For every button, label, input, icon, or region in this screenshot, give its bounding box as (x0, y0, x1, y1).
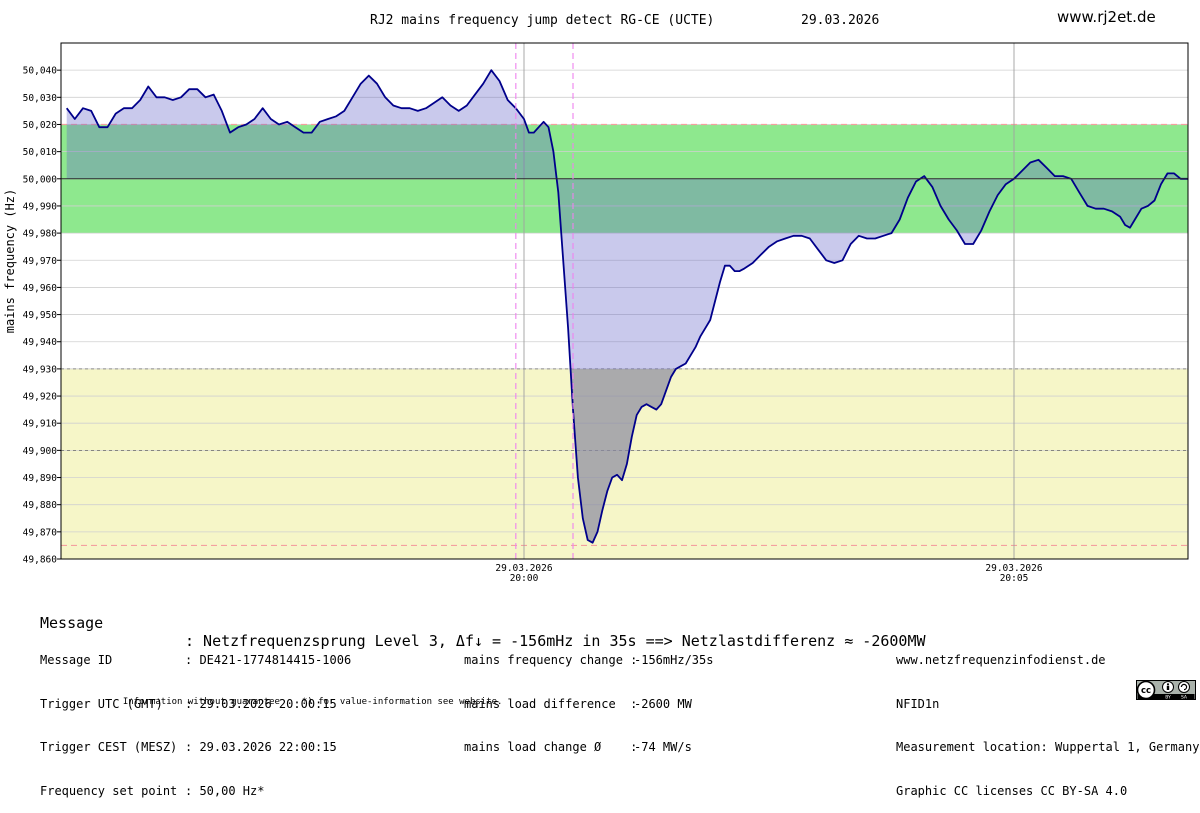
y-tick-label: 49,990 (23, 201, 58, 212)
y-axis-label: mains frequency (Hz) (3, 189, 17, 334)
info-value: : DE421-1774814415-1006 (185, 653, 352, 667)
frequency-chart: 50,040 50,030 50,020 50,010 50,000 49,990 49,9… (3, 42, 1189, 584)
x-tick-date: 29.03.2026 (495, 563, 552, 574)
y-tick-label: 49,950 (23, 310, 58, 321)
message-text: : Netzfrequenzsprung Level 3, Δf↓ = -156… (185, 632, 926, 650)
y-tick-label: 49,960 (23, 283, 58, 294)
y-tick-label: 49,970 (23, 256, 58, 267)
source-link[interactable]: www.netzfrequenzinfodienst.de (896, 653, 1106, 667)
disclaimer-note: *) for value-information see website. (301, 697, 503, 707)
y-tick-label: 49,880 (23, 500, 58, 511)
by-icon-text: BY (1165, 695, 1171, 700)
source-info: www.netzfrequenzinfodienst.de NFID1n Mea… (896, 624, 1200, 813)
y-tick-label: 49,910 (23, 419, 58, 430)
y-tick-label: 49,980 (23, 229, 58, 240)
y-tick-label: 50,020 (23, 120, 58, 131)
message-label: Message (40, 614, 104, 632)
chart-date: 29.03.2026 (801, 13, 880, 28)
info-row: Frequency set point : 50,00 Hz* (40, 784, 460, 799)
info-row: mains load change Ø : -74 MW/s (464, 740, 884, 755)
sa-icon-text: SA (1181, 695, 1188, 700)
y-tick-label: 49,860 (23, 555, 58, 566)
info-row: mains frequency change : -156mHz/35s (464, 653, 884, 668)
site-name: www.rj2et.de (1057, 8, 1156, 26)
info-key: Message ID (40, 653, 113, 667)
deviation-fill (66, 70, 1188, 543)
x-tick-time: 20:05 (1000, 573, 1029, 584)
info-value: -156mHz/35s (634, 653, 714, 667)
message-row: Message : Netzfrequenzsprung Level 3, Δf… (40, 596, 926, 650)
x-tick-time: 20:00 (510, 573, 539, 584)
info-value: : 50,00 Hz* (185, 783, 265, 798)
y-tick-label: 49,930 (23, 364, 58, 375)
y-tick-label: 50,030 (23, 93, 58, 104)
info-key: Frequency set point (40, 783, 178, 798)
x-tick-date: 29.03.2026 (985, 563, 1042, 574)
info-key: mains frequency change : (464, 653, 638, 667)
license-text: Graphic CC licenses CC BY-SA 4.0 (896, 783, 1128, 798)
deep-deviation-fill (66, 368, 1188, 543)
info-value: : 29.03.2026 22:00:15 (185, 740, 337, 754)
y-tick-label: 50,010 (23, 147, 58, 158)
frequency-series-line (65, 69, 1188, 544)
cc-icon-text: cc (1141, 686, 1151, 696)
info-row: Message ID : DE421-1774814415-1006 (40, 653, 460, 668)
cc-by-sa-icon: cc BY SA (1136, 680, 1196, 700)
measurement-location: Measurement location: Wuppertal 1, Germa… (896, 740, 1200, 754)
disclaimer-guarantee: Information without guarantee (122, 697, 280, 707)
series-group (65, 69, 1188, 544)
y-tick-label: 50,000 (23, 174, 58, 185)
y-tick-label: 49,870 (23, 527, 58, 538)
info-value: -74 MW/s (634, 740, 692, 754)
y-tick-label: 50,040 (23, 66, 58, 77)
change-info: mains frequency change : -156mHz/35s main… (464, 624, 884, 769)
info-row: Trigger CEST (MESZ) : 29.03.2026 22:00:15 (40, 740, 460, 755)
info-key: Trigger CEST (MESZ) (40, 740, 178, 754)
plot-frame (60, 42, 1189, 560)
trigger-info: Message ID : DE421-1774814415-1006 Trigge… (40, 624, 460, 813)
y-tick-label: 49,890 (23, 473, 58, 484)
y-tick-label: 49,900 (23, 446, 58, 457)
info-key: mains load change Ø : (464, 740, 638, 754)
y-tick-label: 49,940 (23, 337, 58, 348)
disclaimer: Information without guarantee *) for valu… (112, 687, 524, 707)
chart-title: RJ2 mains frequency jump detect RG-CE (U… (370, 13, 715, 28)
y-tick-label: 49,920 (23, 392, 58, 403)
